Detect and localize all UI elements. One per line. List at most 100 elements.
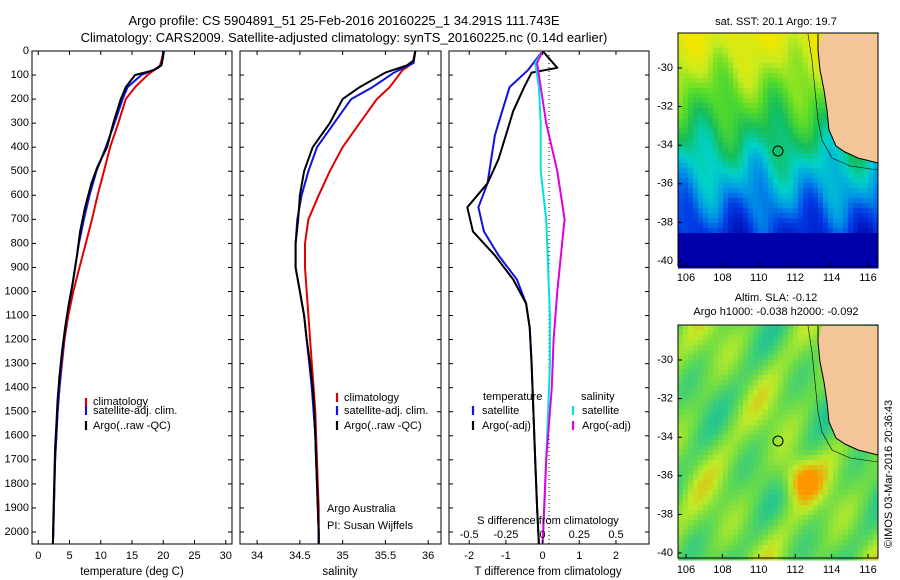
map-cell — [763, 365, 769, 371]
map-cell — [713, 405, 719, 411]
map-cell — [728, 253, 734, 259]
map-cell — [753, 495, 759, 501]
map-cell — [708, 375, 714, 381]
map-cell — [798, 238, 804, 244]
map-cell — [818, 490, 824, 496]
annotation-argo-australia: Argo Australia — [327, 503, 396, 515]
map-cell — [738, 123, 744, 129]
map-cell — [688, 248, 694, 254]
map-cell — [688, 173, 694, 179]
map-cell — [798, 410, 804, 416]
map-cell — [703, 405, 709, 411]
map-cell — [688, 430, 694, 436]
map-cell — [853, 500, 859, 506]
map-cell — [808, 78, 814, 84]
map-cell — [708, 445, 714, 451]
map-cell — [808, 480, 814, 486]
map-cell — [828, 460, 834, 466]
map-cell — [788, 530, 794, 536]
map-cell — [723, 138, 729, 144]
map-cell — [763, 355, 769, 361]
map-cell — [713, 330, 719, 336]
map-cell — [748, 113, 754, 119]
map-cell — [828, 485, 834, 491]
map-cell — [688, 238, 694, 244]
map-cell — [803, 163, 809, 169]
map-cell — [868, 455, 874, 461]
map-cell — [813, 158, 819, 164]
map-cell — [773, 495, 779, 501]
map-cell — [858, 223, 864, 229]
map-cell — [688, 360, 694, 366]
map-cell — [828, 173, 834, 179]
map-cell — [868, 203, 874, 209]
map-cell — [678, 530, 684, 536]
map-cell — [703, 163, 709, 169]
map-cell — [733, 238, 739, 244]
map-cell — [693, 470, 699, 476]
map-cell — [858, 168, 864, 174]
map-cell — [713, 73, 719, 79]
x-tick-label: 35.5 — [375, 550, 396, 562]
map-cell — [703, 390, 709, 396]
map-cell — [693, 425, 699, 431]
map-cell — [698, 73, 704, 79]
map-cell — [723, 375, 729, 381]
map-cell — [853, 193, 859, 199]
credit-text: ©IMOS 03-Mar-2016 20:36:43 — [883, 400, 895, 548]
map-cell — [803, 470, 809, 476]
map-cell — [738, 535, 744, 541]
map-cell — [688, 490, 694, 496]
map-cell — [833, 188, 839, 194]
map-cell — [688, 163, 694, 169]
map-cell — [753, 535, 759, 541]
map-cell — [693, 33, 699, 39]
map-cell — [768, 405, 774, 411]
map-cell — [688, 380, 694, 386]
map-cell — [763, 113, 769, 119]
map-cell — [698, 510, 704, 516]
map-cell — [833, 163, 839, 169]
map-cell — [828, 193, 834, 199]
map-cell — [728, 138, 734, 144]
map-cell — [758, 93, 764, 99]
map-cell — [698, 188, 704, 194]
map-cell — [713, 148, 719, 154]
map-cell — [813, 173, 819, 179]
map-cell — [778, 470, 784, 476]
map-cell — [748, 183, 754, 189]
map-cell — [798, 58, 804, 64]
map-cell — [828, 213, 834, 219]
salinity-legend: climatology satellite-adj. clim. Argo(..… — [335, 392, 428, 432]
map-cell — [763, 183, 769, 189]
map-cell — [813, 500, 819, 506]
map-cell — [743, 163, 749, 169]
y-tick-label: 400 — [11, 141, 29, 153]
map-cell — [738, 128, 744, 134]
map-cell — [693, 465, 699, 471]
coastline — [817, 34, 879, 164]
map-cell — [698, 385, 704, 391]
map-cell — [683, 425, 689, 431]
map-cell — [748, 425, 754, 431]
map-cell — [828, 253, 834, 259]
map-cell — [818, 435, 824, 441]
map-cell — [838, 188, 844, 194]
map-cell — [783, 425, 789, 431]
map-cell — [873, 213, 879, 219]
map-cell — [808, 93, 814, 99]
map-cell — [793, 203, 799, 209]
map-cell — [843, 510, 849, 516]
map-cell — [758, 198, 764, 204]
map-cell — [763, 83, 769, 89]
map-cell — [688, 158, 694, 164]
map-cell — [738, 540, 744, 546]
map-cell — [813, 253, 819, 259]
map-cell — [683, 415, 689, 421]
map-cell — [738, 485, 744, 491]
map-cell — [793, 168, 799, 174]
map-cell — [818, 158, 824, 164]
map-cell — [798, 68, 804, 74]
map-cell — [773, 63, 779, 69]
map-cell — [798, 475, 804, 481]
